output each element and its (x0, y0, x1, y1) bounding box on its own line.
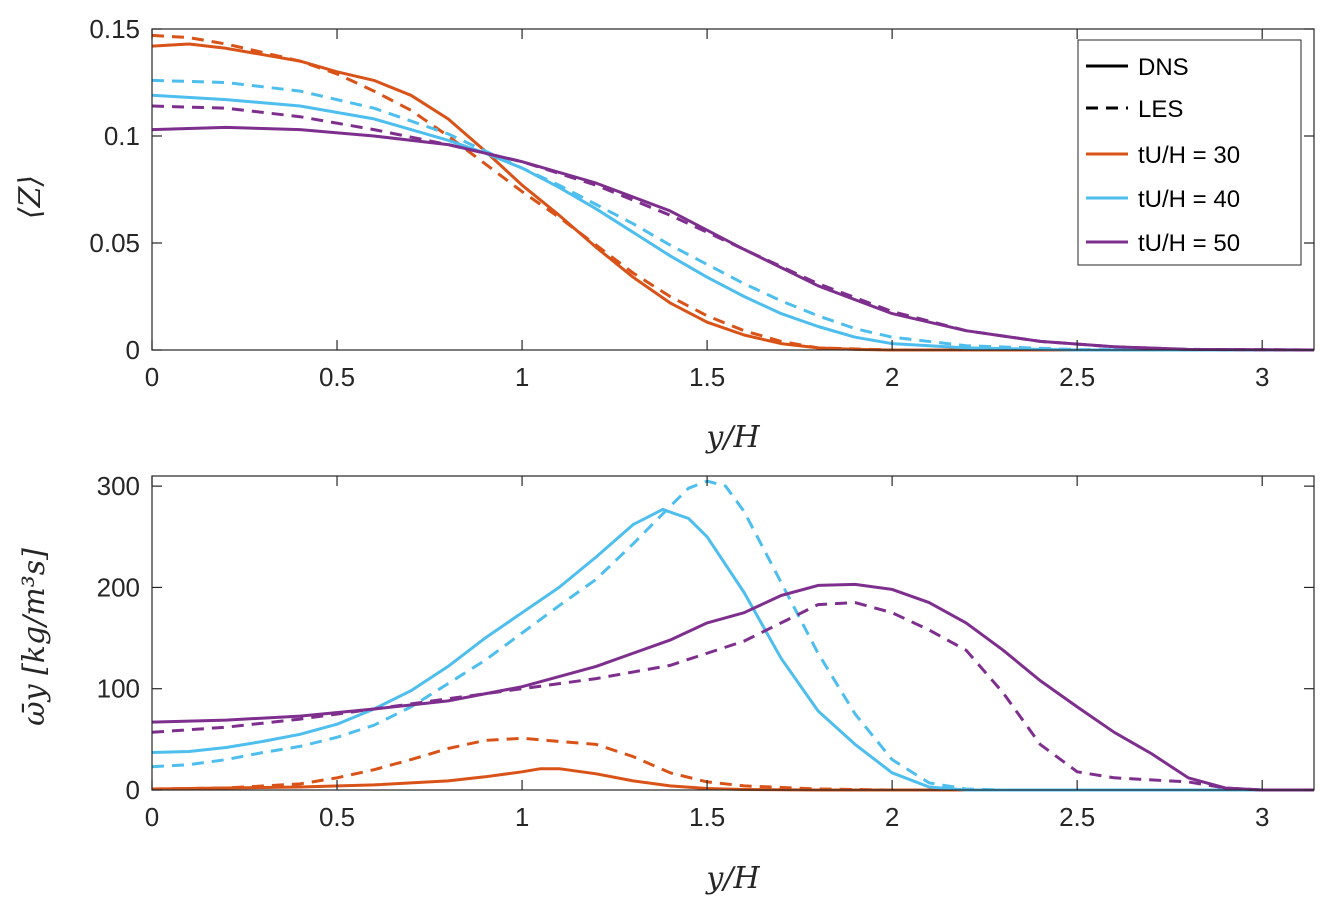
top-x-tick-label: 3 (1255, 362, 1269, 392)
legend-label-t50: tU/H = 50 (1138, 230, 1240, 257)
bottom-series-les-tu-h-40 (151, 479, 1314, 792)
top-x-tick-label: 1 (515, 362, 529, 392)
top-axes-frame (151, 28, 1315, 351)
top-series-dns-tu-h-40 (151, 93, 1314, 352)
top-x-tick-label: 2.5 (1059, 362, 1095, 392)
top-series-les-tu-h-30 (151, 33, 1314, 352)
bottom-axes-frame (151, 475, 1315, 791)
bottom-y-tick-label: 200 (97, 572, 140, 602)
top-x-tick-label: 2 (885, 362, 899, 392)
top-y-tick-label: 0.1 (104, 121, 140, 151)
bottom-x-tick-label: 3 (1255, 802, 1269, 832)
bottom-x-tick-label: 1 (515, 802, 529, 832)
top-x-tick-label: 1.5 (689, 362, 725, 392)
top-y-tick-label: 0 (126, 335, 140, 365)
bottom-series-les-tu-h-50 (151, 601, 1314, 792)
legend: DNS LES tU/H = 30 tU/H = 40 tU/H = 50 (1077, 39, 1302, 266)
top-x-tick-label: 0 (145, 362, 159, 392)
bottom-series-dns-tu-h-40 (151, 507, 1314, 792)
bottom-series-dns-tu-h-50 (151, 582, 1314, 792)
legend-label-les: LES (1138, 96, 1183, 123)
top-x-axis-label: y/H (704, 420, 760, 455)
top-x-tick-label: 0.5 (319, 362, 355, 392)
bottom-y-tick-label: 0 (126, 775, 140, 805)
top-series-les-tu-h-40 (151, 78, 1315, 352)
legend-label-dns: DNS (1138, 54, 1189, 81)
legend-label-t40: tU/H = 40 (1138, 186, 1240, 213)
top-y-axis-label: ⟨Z⟩ (13, 175, 48, 219)
bottom-x-tick-label: 0.5 (319, 802, 355, 832)
bottom-x-tick-label: 2.5 (1059, 802, 1095, 832)
top-chart-panel: 0 0.5 1 1.5 2 2.5 3 0 0.05 0.1 0.15 (89, 14, 1315, 392)
bottom-x-tick-label: 1.5 (689, 802, 725, 832)
bottom-y-tick-label: 300 (97, 471, 140, 501)
legend-label-t30: tU/H = 30 (1138, 142, 1240, 169)
bottom-x-tick-label: 0 (145, 802, 159, 832)
bottom-x-tick-label: 2 (885, 802, 899, 832)
top-y-tick-label: 0.05 (89, 228, 140, 258)
bottom-x-axis-label: y/H (704, 861, 760, 896)
bottom-y-axis-label: ω̄y [kg/m³s] (17, 548, 52, 726)
top-y-tick-label: 0.15 (89, 14, 140, 44)
bottom-y-tick-label: 100 (97, 674, 140, 704)
bottom-chart-panel: 0 0.5 1 1.5 2 2.5 3 0 100 200 300 (97, 471, 1315, 832)
